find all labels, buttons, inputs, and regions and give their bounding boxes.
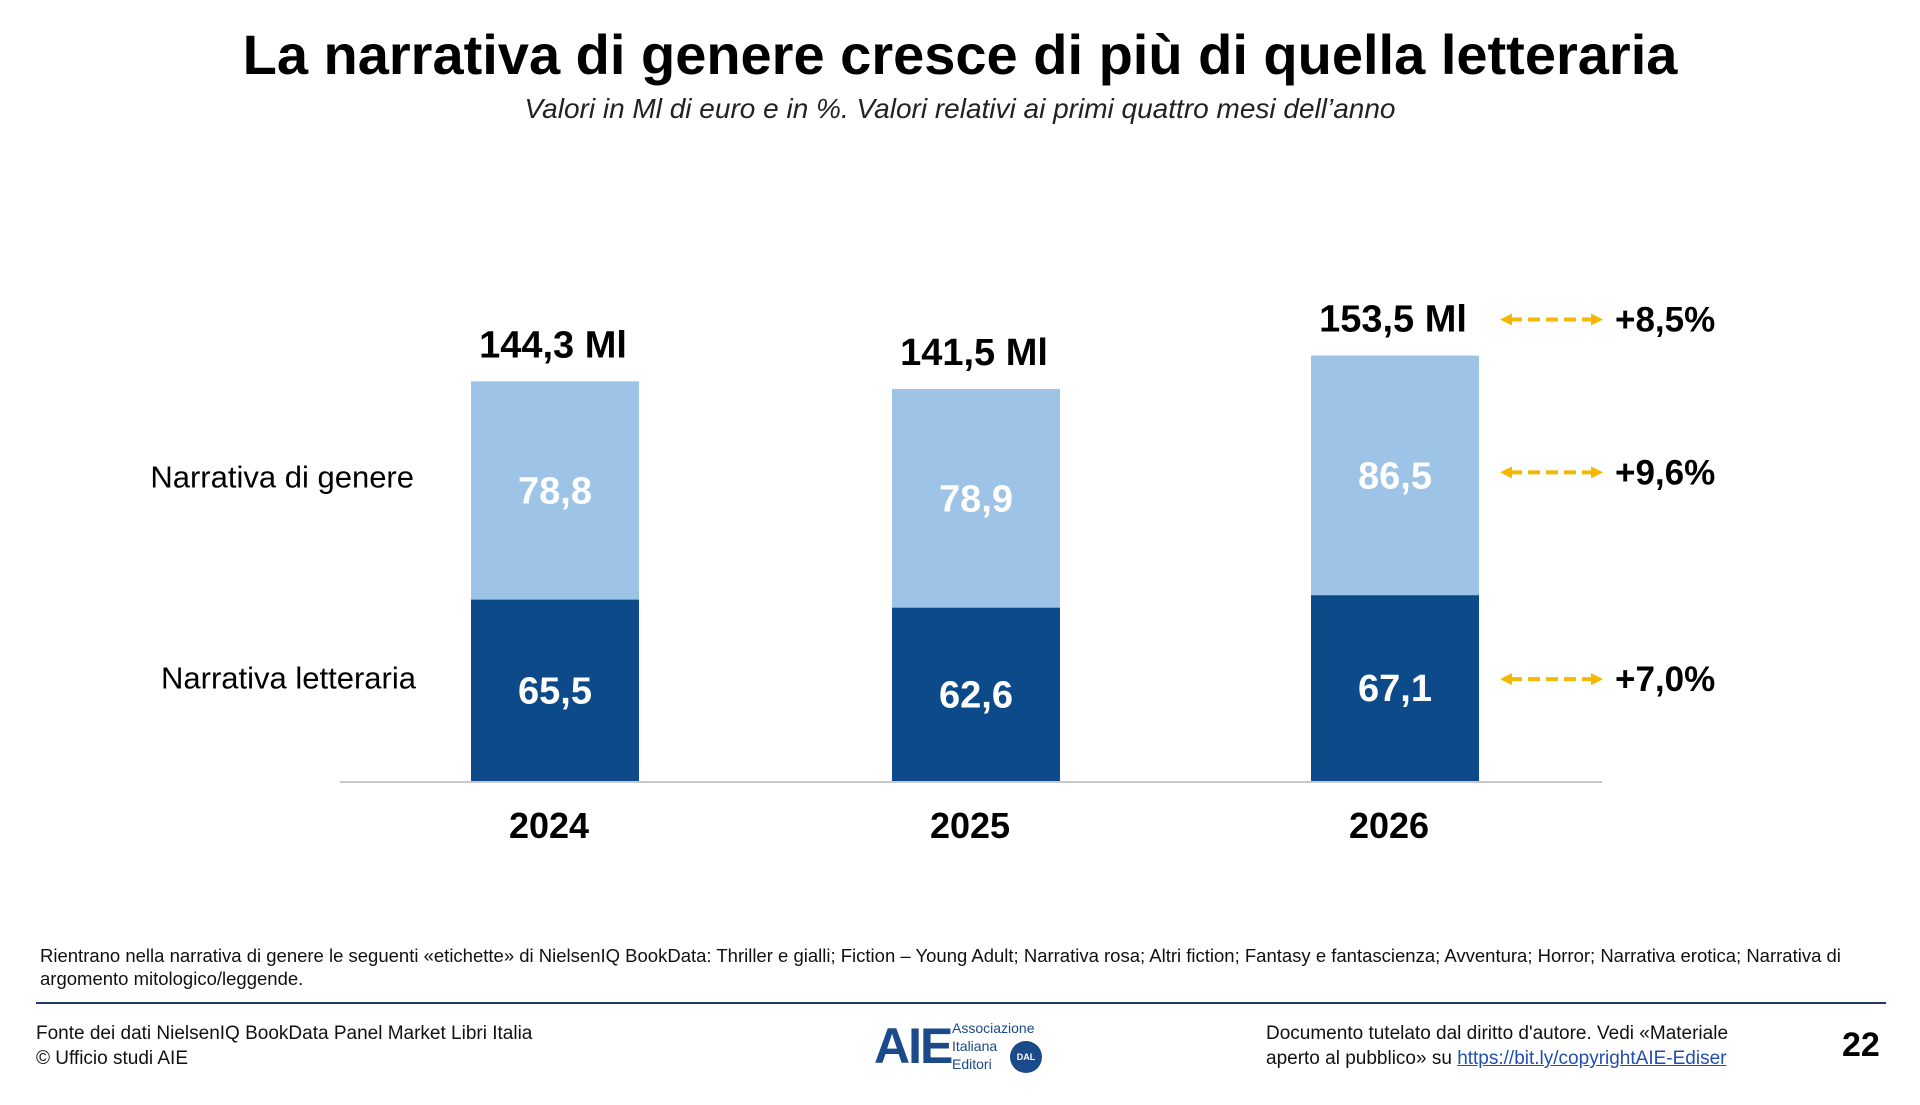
logo-seal: DAL 1869: [1010, 1041, 1042, 1094]
data-label-genere: 78,8: [518, 470, 592, 512]
growth-arrow-head-right: [1591, 466, 1603, 479]
logo-line: Associazione: [952, 1020, 1035, 1036]
bar-segment-letteraria: [471, 599, 639, 781]
total-label: 141,5 Ml: [900, 332, 1048, 374]
copyright-link[interactable]: https://bit.ly/copyrightAIE-Ediser: [1457, 1048, 1727, 1069]
bar-segment-letteraria: [1311, 595, 1479, 781]
data-label-letteraria: 62,6: [939, 674, 1013, 716]
growth-letteraria-label: +7,0%: [1615, 660, 1715, 699]
total-label: 153,5 Ml: [1319, 299, 1467, 341]
aie-logo: AIE Associazione Italiana Editori DAL 18…: [874, 1018, 1054, 1094]
source-text: Fonte dei dati NielsenIQ BookData Panel …: [36, 1021, 532, 1071]
footnote: Rientrano nella narrativa di genere le s…: [40, 945, 1841, 989]
growth-arrow-head-right: [1591, 673, 1603, 686]
x-tick-label: 2024: [509, 805, 589, 846]
rights-prefix: aperto al pubblico» su: [1266, 1048, 1458, 1069]
growth-arrow-head-right: [1591, 313, 1603, 326]
total-label: 144,3 Ml: [479, 324, 627, 366]
data-label-genere: 78,9: [939, 478, 1013, 520]
data-label-genere: 86,5: [1358, 455, 1432, 497]
bar-segment-genere: [892, 389, 1060, 608]
data-label-letteraria: 67,1: [1358, 668, 1432, 710]
growth-arrow-head-left: [1500, 466, 1512, 479]
bar-segment-genere: [471, 381, 639, 600]
rights-line: Documento tutelato dal diritto d'autore.…: [1266, 1023, 1729, 1044]
stacked-bar-chart: 65,5 78,8 144,3 Ml 2024 62,6 78,9 141,5 Ml 2025…: [150, 299, 1715, 846]
x-tick-label: 2025: [930, 805, 1010, 846]
growth-total-label: +8,5%: [1615, 301, 1715, 340]
bar-segment-letteraria: [892, 607, 1060, 781]
bar-segment-genere: [1311, 355, 1479, 596]
copyright-line: © Ufficio studi AIE: [36, 1048, 188, 1069]
x-tick-label: 2026: [1349, 805, 1429, 846]
data-label-letteraria: 65,5: [518, 670, 592, 712]
rights-line: aperto al pubblico» su https://bit.ly/co…: [1266, 1046, 1728, 1071]
series-label-letteraria: Narrativa letteraria: [161, 660, 417, 695]
footer-divider: [36, 1002, 1886, 1004]
aie-logo-text: Associazione Italiana Editori: [952, 1019, 1035, 1073]
growth-genere-label: +9,6%: [1615, 453, 1715, 492]
aie-logo-mark: AIE: [874, 1018, 953, 1074]
page-subtitle: Valori in Ml di euro e in %. Valori rela…: [524, 93, 1396, 124]
logo-line: Italiana: [952, 1038, 998, 1054]
logo-line: Editori: [952, 1056, 992, 1072]
copyright-notice: Documento tutelato dal diritto d'autore.…: [1266, 1021, 1728, 1071]
page-number: 22: [1842, 1026, 1880, 1064]
page-title: La narrativa di genere cresce di più di …: [242, 23, 1678, 86]
growth-arrow-head-left: [1500, 673, 1512, 686]
source-line: Fonte dei dati NielsenIQ BookData Panel …: [36, 1023, 533, 1044]
growth-arrow-head-left: [1500, 313, 1512, 326]
series-label-genere: Narrativa di genere: [150, 459, 414, 494]
